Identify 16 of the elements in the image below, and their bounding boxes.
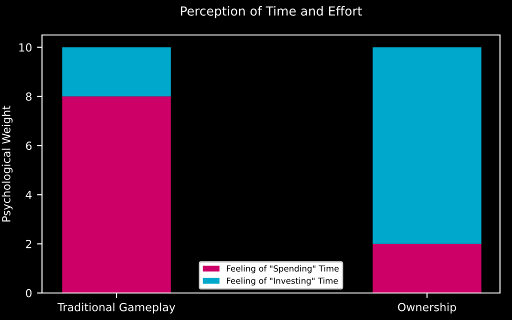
y-axis-title: Psychological Weight [2, 106, 13, 222]
y-tick-label: 2 [26, 240, 32, 248]
y-tick-label: 4 [26, 190, 32, 199]
legend-label: Feeling of "Spending" Time [226, 265, 339, 274]
chart-title: Perception of Time and Effort [180, 6, 362, 18]
y-tick-label: 6 [26, 142, 32, 150]
x-tick-label: Ownership [398, 302, 456, 314]
x-tick-label: Traditional Gameplay [58, 302, 176, 314]
bar [62, 96, 171, 293]
bar [372, 244, 482, 293]
y-tick-label: 10 [19, 43, 32, 52]
y-tick-label: 0 [26, 288, 32, 298]
y-tick-label: 8 [26, 92, 32, 101]
bar [62, 47, 171, 96]
legend-label: Feeling of "Investing" Time [226, 277, 338, 286]
bar [372, 47, 482, 244]
